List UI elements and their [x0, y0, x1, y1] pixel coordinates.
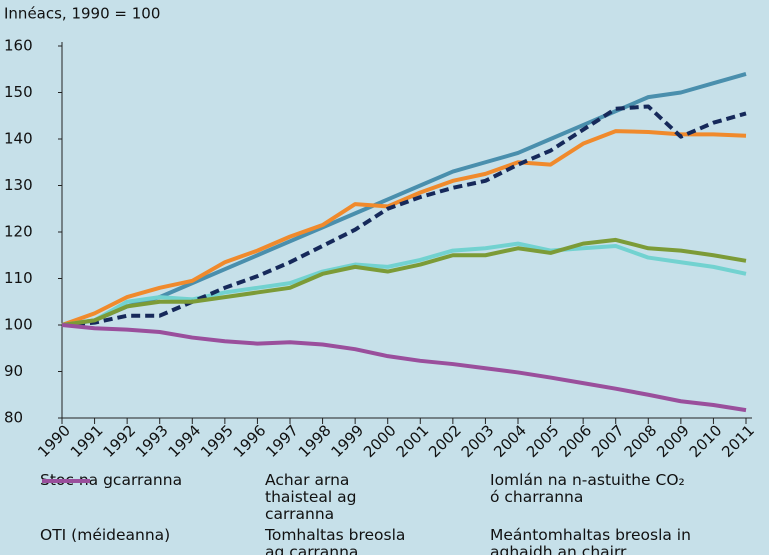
x-tick-label: 1993 — [132, 421, 172, 461]
series-line — [61, 241, 747, 327]
legend-item: OTI (méideanna) — [40, 479, 265, 555]
legend-item: Tomhaltas breosla ag carranna — [42, 479, 490, 555]
x-tick-label: 1999 — [327, 421, 367, 461]
y-tick-label: 130 — [4, 176, 33, 194]
x-tick-label: 1994 — [165, 421, 205, 461]
x-tick-label: 1992 — [99, 421, 139, 461]
legend-label: Stoc na gcarranna — [40, 471, 183, 489]
legend-label: OTI (méideanna) — [40, 526, 171, 544]
legend-item: Meántomhaltas breosla in aghaidh an chai… — [42, 479, 760, 555]
x-tick-label: 2009 — [653, 421, 693, 461]
x-tick-label: 2007 — [588, 421, 628, 461]
legend: Stoc na gcarranna Achar arna thaisteal ag… — [40, 472, 765, 555]
x-tick-label: 1991 — [67, 421, 107, 461]
x-tick-label: 2006 — [555, 421, 595, 461]
series-line — [61, 129, 747, 327]
x-tick-label: 1990 — [34, 421, 74, 461]
x-tick-label: 2003 — [458, 421, 498, 461]
x-tick-label: 2004 — [490, 421, 530, 461]
legend-item: Iomlán na n-astuithe CO₂ ó charranna — [42, 471, 760, 523]
series-line — [61, 71, 747, 327]
x-tick-label: 2001 — [393, 421, 433, 461]
series-line — [61, 323, 747, 413]
legend-label: Achar arna thaisteal ag carranna — [265, 471, 357, 523]
y-tick-label: 160 — [4, 37, 33, 55]
legend-label: Tomhaltas breosla ag carranna — [265, 526, 406, 555]
x-tick-label: 2008 — [621, 421, 661, 461]
x-tick-label: 2002 — [425, 421, 465, 461]
x-tick-label: 2000 — [360, 421, 400, 461]
y-tick-label: 150 — [4, 83, 33, 101]
x-tick-label: 1996 — [230, 421, 270, 461]
y-tick-label: 110 — [4, 269, 33, 287]
y-tick-label: 120 — [4, 223, 33, 241]
x-tick-label: 2005 — [523, 421, 563, 461]
x-tick-label: 1995 — [197, 421, 237, 461]
y-tick-label: 100 — [4, 316, 33, 334]
series-line — [61, 237, 747, 327]
y-axis-title: Innéacs, 1990 = 100 — [4, 5, 160, 23]
legend-swatch — [42, 479, 90, 483]
y-tick-label: 90 — [4, 362, 23, 380]
y-tick-label: 80 — [4, 409, 23, 427]
x-tick-label: 1998 — [295, 421, 335, 461]
x-tick-label: 1997 — [262, 421, 302, 461]
legend-label: Meántomhaltas breosla in aghaidh an chai… — [490, 526, 691, 555]
y-tick-label: 140 — [4, 130, 33, 148]
plot: Innéacs, 1990 = 100 80 90 100 110 120 130 140 1… — [4, 5, 758, 462]
x-tick-label: 2010 — [686, 421, 726, 461]
legend-label: Iomlán na n-astuithe CO₂ ó charranna — [490, 471, 685, 506]
legend-item: Achar arna thaisteal ag carranna — [42, 471, 490, 523]
x-tick-label: 2011 — [718, 421, 758, 461]
series-line — [61, 104, 747, 327]
